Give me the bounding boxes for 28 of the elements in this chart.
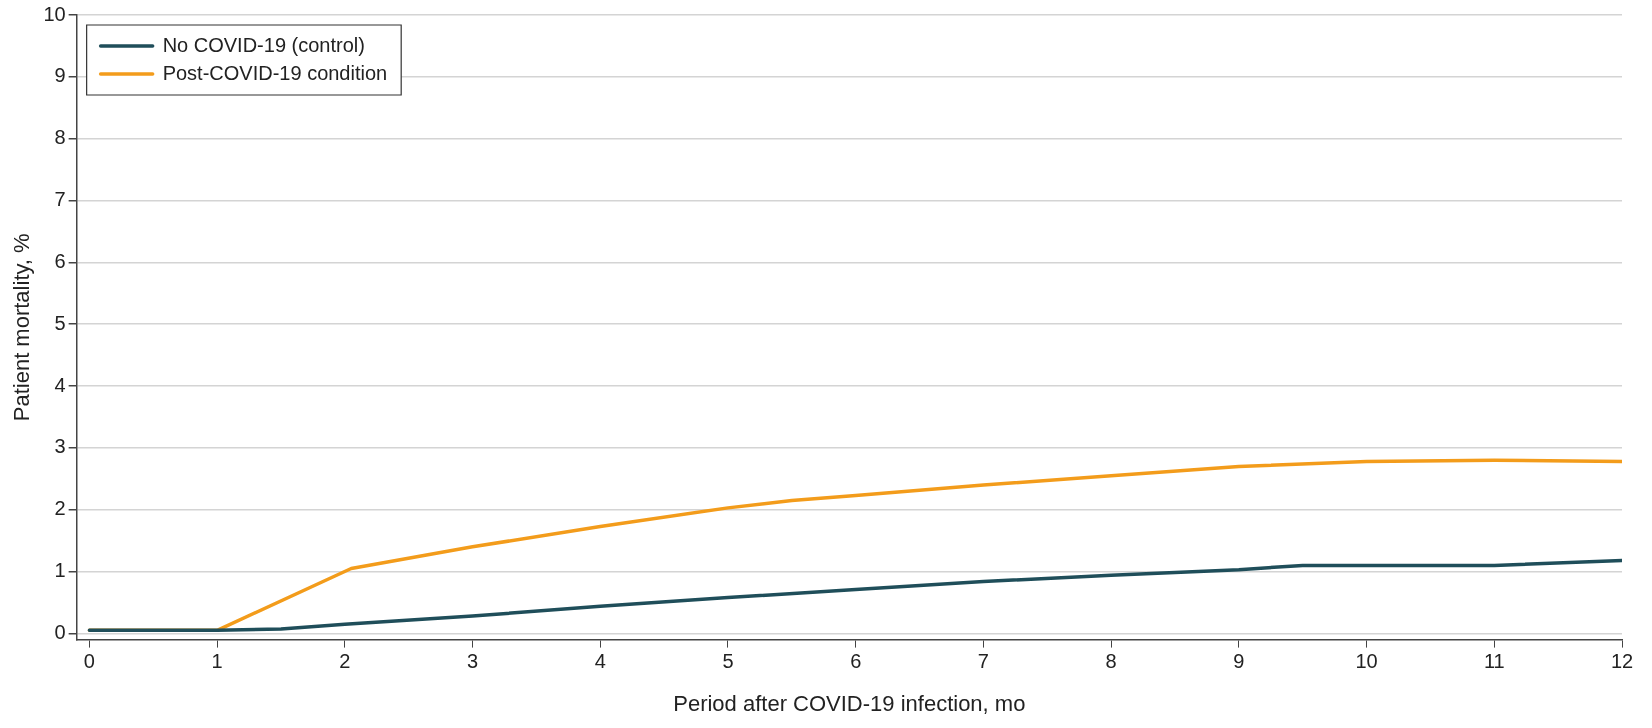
x-axis-title: Period after COVID-19 infection, mo [673,690,1026,716]
x-tick-label: 1 [211,650,223,673]
x-tick-label: 4 [594,650,606,673]
y-tick-label: 6 [54,249,66,272]
x-tick-label: 3 [467,650,479,673]
x-tick-label: 9 [1233,650,1245,673]
legend-label: No COVID-19 (control) [162,33,365,56]
y-tick-label: 5 [54,311,66,334]
y-tick-label: 0 [54,620,66,643]
y-tick-label: 10 [43,2,66,25]
y-tick-label: 9 [54,64,66,87]
x-tick-label: 5 [722,650,734,673]
y-tick-label: 1 [54,559,66,582]
x-tick-label: 8 [1105,650,1117,673]
y-tick-label: 7 [54,188,66,211]
x-tick-label: 11 [1483,650,1505,673]
y-axis-title: Patient mortality, % [9,233,35,422]
y-tick-label: 2 [54,497,66,520]
y-tick-label: 3 [54,435,66,458]
legend-label: Post-COVID-19 condition [162,61,388,84]
x-tick-label: 12 [1610,650,1634,673]
x-tick-label: 0 [83,650,95,673]
x-tick-label: 2 [339,650,351,673]
x-tick-label: 7 [977,650,989,673]
y-tick-label: 4 [54,373,66,396]
y-tick-label: 8 [54,126,66,149]
x-tick-label: 6 [850,650,862,673]
x-tick-label: 10 [1355,650,1378,673]
